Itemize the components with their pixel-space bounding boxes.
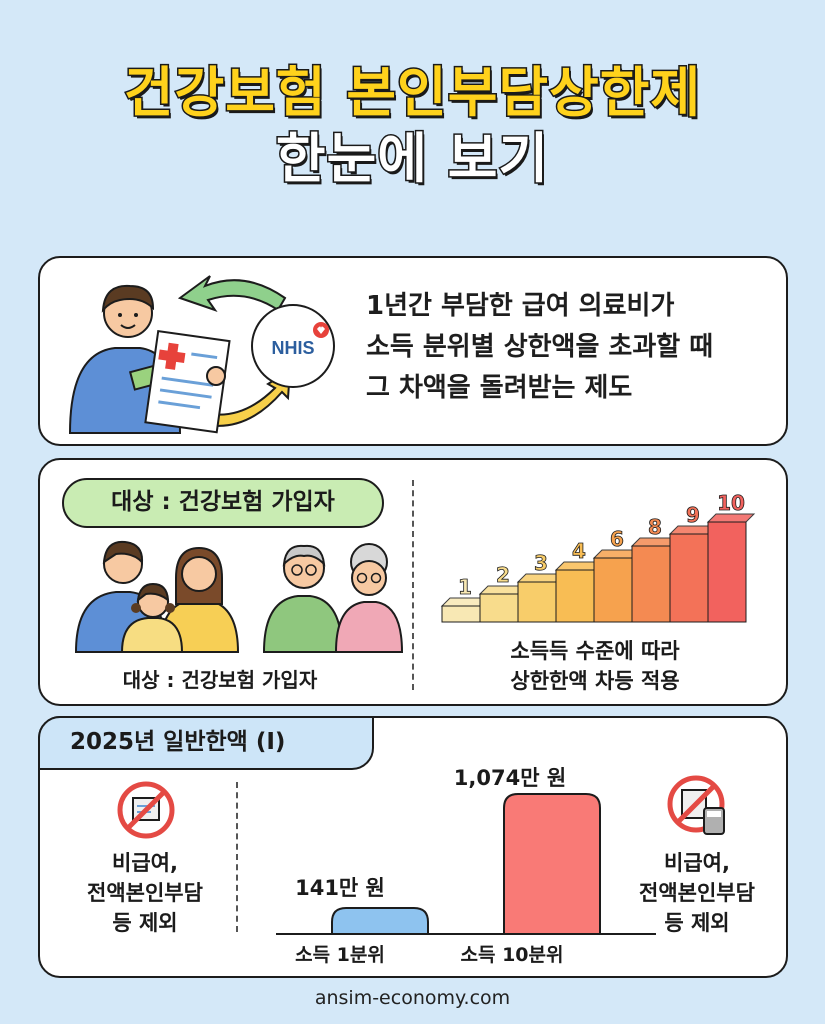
family-illustration <box>74 540 404 653</box>
stair-number-2: 2 <box>496 563 510 587</box>
stair-step-7 <box>669 533 709 623</box>
bar-category-label-1: 소득 1분위 <box>295 944 385 966</box>
stair-step-1 <box>441 605 481 623</box>
target-pill: 대상 : 건강보험 가입자 <box>62 478 384 528</box>
stair-number-5: 6 <box>610 527 624 551</box>
right-exclusion-note: 비급여, 전액본인부담 등 제외 <box>612 848 782 938</box>
family-caption: 대상 : 건강보험 가입자 <box>122 668 318 692</box>
stair-number-1: 1 <box>458 575 472 599</box>
right-note-line-3: 등 제외 <box>664 911 730 935</box>
stair-number-4: 4 <box>572 539 586 563</box>
stair-number-8: 10 <box>717 491 745 515</box>
stair-step-3 <box>517 581 557 623</box>
stairs-caption: 소득득 수준에 따라 상한한액 차등 적용 <box>420 636 770 696</box>
site-url: ansim-economy.com <box>314 987 511 1009</box>
left-note-line-3: 등 제외 <box>112 911 178 935</box>
stair-number-3: 3 <box>534 551 548 575</box>
title-line-1: 건강보험 본인부담상한제 <box>122 60 702 126</box>
desc-line-1: 1년간 부담한 급여 의료비가 <box>366 291 675 321</box>
card3-divider <box>236 782 238 932</box>
stairs-caption-line-1: 소득득 수준에 따라 <box>510 639 680 663</box>
stair-step-8 <box>707 521 747 623</box>
title-line-2: 한눈에 보기 <box>274 125 550 191</box>
stair-number-7: 9 <box>686 503 700 527</box>
left-note-line-1: 비급여, <box>112 851 178 875</box>
card2-divider <box>412 480 414 690</box>
bar-1 <box>331 907 429 935</box>
bar-2 <box>503 793 601 935</box>
income-stairs: 1 2 3 4 6 8 9 10 <box>440 491 756 623</box>
no-receipt-icon <box>117 781 175 839</box>
intro-card: NHIS 1년간 부담한 급여 의료비가 소득 분위별 상한액을 초과할 때 그… <box>38 256 788 446</box>
stair-top-8 <box>706 513 756 523</box>
program-description: 1년간 부담한 급여 의료비가 소득 분위별 상한액을 초과할 때 그 차액을 … <box>366 286 713 409</box>
page-title: 건강보험 본인부담상한제 한눈에 보기 <box>0 60 825 192</box>
stair-number-6: 8 <box>648 515 662 539</box>
desc-line-3: 그 차액을 돌려받는 제도 <box>366 373 633 403</box>
stair-step-5 <box>593 557 633 623</box>
limits-tab: 2025년 일반한액 (Ⅰ) <box>38 716 374 770</box>
no-medical-bill-icon <box>667 775 725 835</box>
limits-card: 2025년 일반한액 (Ⅰ) 비급여, 전액본인부담 등 제외 141만 원 1… <box>38 716 788 978</box>
stair-step-4 <box>555 569 595 623</box>
stair-step-2 <box>479 593 519 623</box>
right-note-line-1: 비급여, <box>664 851 730 875</box>
left-exclusion-note: 비급여, 전액본인부담 등 제외 <box>60 848 230 938</box>
target-card: 대상 : 건강보험 가입자 대상 : 건강보험 가입자 1 2 3 4 6 8 9 10 소득… <box>38 458 788 706</box>
bar-category-label-2: 소득 10분위 <box>460 944 564 966</box>
limit-bar-chart <box>276 793 656 935</box>
nhis-logo-text: NHIS <box>271 338 314 358</box>
left-note-line-2: 전액본인부담 <box>87 881 203 905</box>
bar-value-label-2: 1,074만 원 <box>453 766 567 790</box>
bar-value-label-1: 141만 원 <box>295 876 385 900</box>
stair-step-6 <box>631 545 671 623</box>
stairs-caption-line-2: 상한한액 차등 적용 <box>510 669 680 693</box>
desc-line-2: 소득 분위별 상한액을 초과할 때 <box>366 332 714 362</box>
right-note-line-2: 전액본인부담 <box>639 881 755 905</box>
refund-illustration: NHIS <box>68 275 335 434</box>
